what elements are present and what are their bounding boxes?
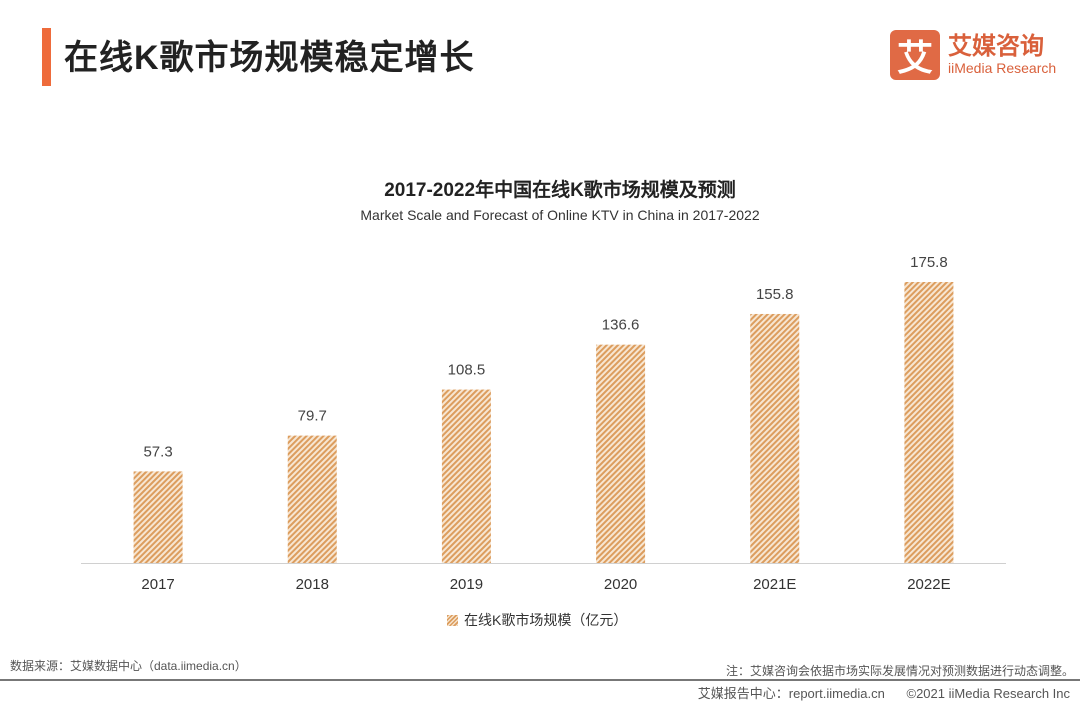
- chart-subtitle: Market Scale and Forecast of Online KTV …: [360, 207, 760, 223]
- legend-swatch: [447, 614, 458, 626]
- bar-2021E: [750, 313, 800, 563]
- logo-en: iiMedia Research: [948, 60, 1057, 76]
- data-label: 57.3: [143, 443, 172, 460]
- x-tick-label: 2017: [141, 576, 174, 593]
- x-tick-label: 2019: [450, 576, 483, 593]
- copyright: ©2021 iiMedia Research Inc: [906, 686, 1071, 701]
- x-tick-label: 2022E: [907, 576, 950, 593]
- data-label: 108.5: [448, 362, 486, 379]
- footer-divider: [0, 679, 1080, 681]
- report-center-link[interactable]: 艾媒报告中心：report.iimedia.cn: [697, 686, 885, 701]
- forecast-note: 注：艾媒咨询会依据市场实际发展情况对预测数据进行动态调整。: [725, 664, 1074, 678]
- bar-2022E: [904, 282, 954, 563]
- logo-mark: 艾: [890, 30, 940, 80]
- data-label: 175.8: [910, 254, 948, 271]
- footer: 艾媒报告中心：report.iimedia.cn ©2021 iiMedia R…: [680, 683, 1070, 702]
- x-tick-label: 2021E: [753, 576, 796, 593]
- brand-logo: 艾 艾媒咨询 iiMedia Research: [890, 30, 1056, 80]
- data-label: 136.6: [602, 317, 640, 334]
- chart-title: 2017-2022年中国在线K歌市场规模及预测: [384, 180, 736, 201]
- bar-2019: [441, 389, 491, 563]
- data-label: 79.7: [298, 408, 327, 425]
- x-tick-label: 2018: [296, 576, 329, 593]
- title-accent-bar: [42, 28, 51, 86]
- bar-2020: [596, 344, 646, 563]
- page-title: 在线K歌市场规模稳定增长: [64, 39, 475, 77]
- logo-cn: 艾媒咨询: [948, 33, 1044, 60]
- x-tick-label: 2020: [604, 576, 637, 593]
- data-source: 数据来源：艾媒数据中心（data.iimedia.cn）: [10, 659, 247, 673]
- legend-label: 在线K歌市场规模（亿元）: [464, 612, 628, 628]
- legend: 在线K歌市场规模（亿元）: [447, 610, 627, 630]
- bar-2017: [133, 471, 183, 563]
- bar-2018: [287, 435, 337, 563]
- data-label: 155.8: [756, 286, 794, 303]
